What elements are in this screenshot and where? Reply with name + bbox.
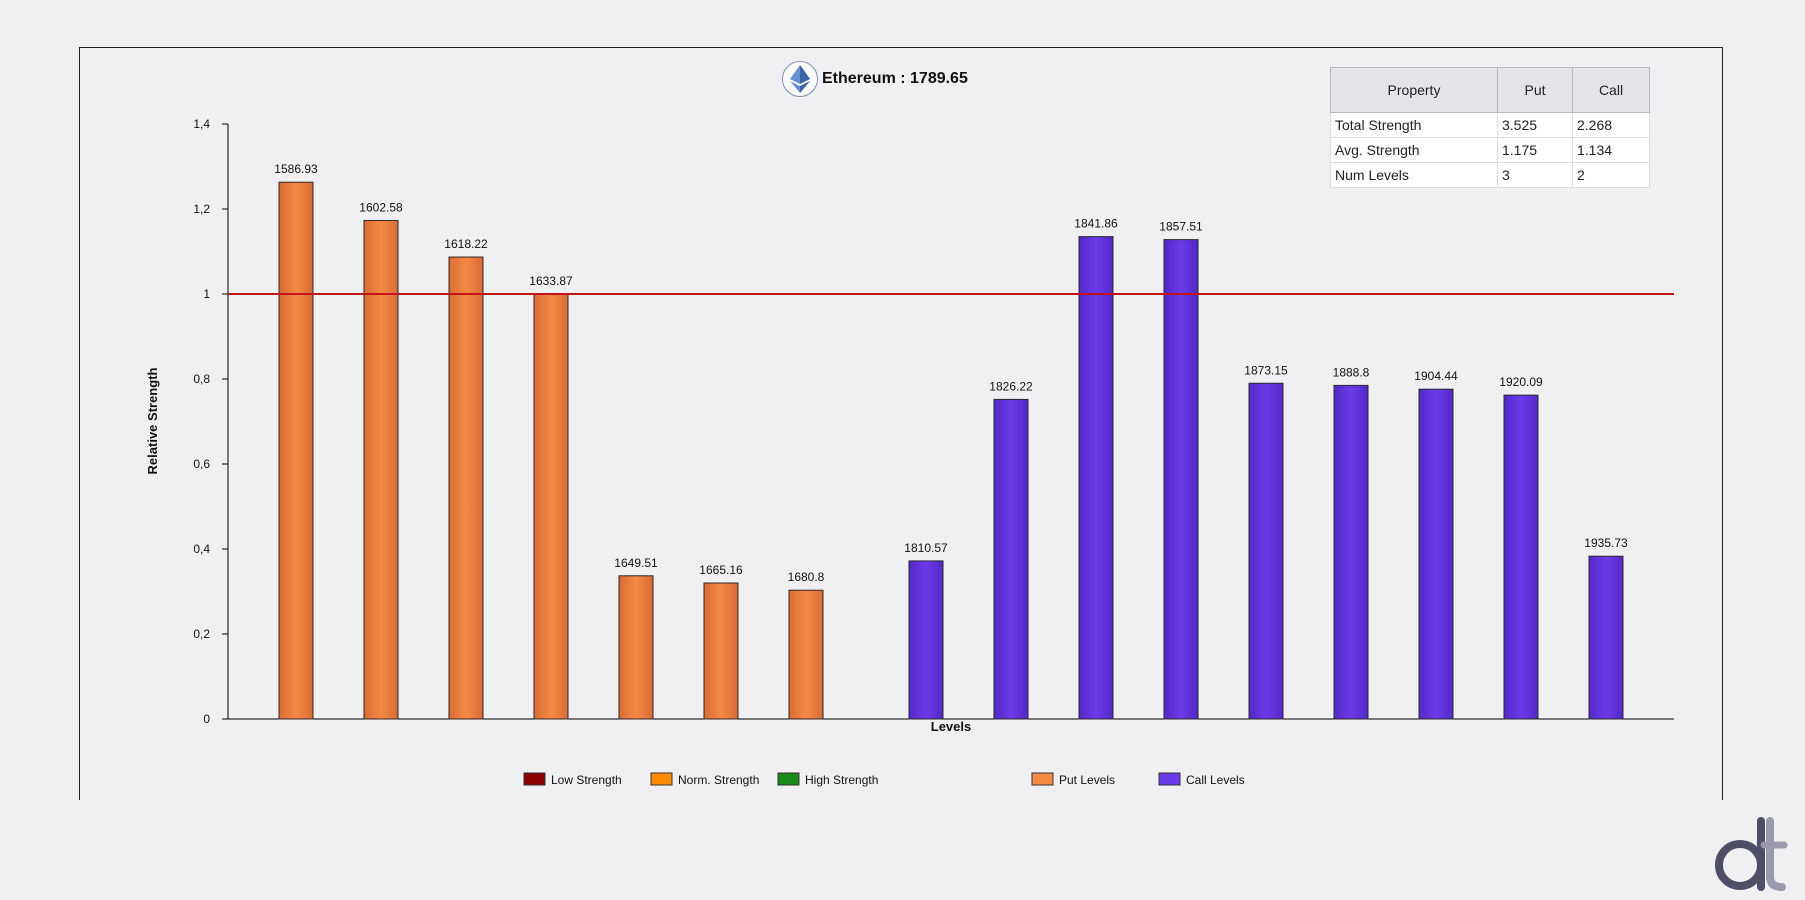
- call-bar: [1418, 388, 1454, 720]
- chart-panel: [79, 47, 1723, 800]
- legend-swatch: [777, 772, 800, 786]
- stats-cell: Total Strength: [1330, 112, 1498, 138]
- stats-cell: 2.268: [1572, 112, 1650, 138]
- chart-title-text: Ethereum : 1789.65: [822, 70, 968, 87]
- call-data-label: 1920.09: [1499, 375, 1543, 389]
- call-bar: [1588, 555, 1624, 720]
- y-tick-label: 0,4: [193, 542, 210, 556]
- put-data-label: 1649.51: [614, 556, 658, 570]
- y-tick-label: 0,6: [193, 457, 210, 471]
- call-bar: [1163, 239, 1199, 720]
- stats-cell: 3.525: [1497, 112, 1573, 138]
- table-row: Num Levels 3 2: [1330, 162, 1650, 188]
- put-data-label: 1680.8: [788, 570, 825, 584]
- legend-swatch: [523, 772, 546, 786]
- call-bar: [908, 560, 944, 720]
- table-row: Avg. Strength 1.175 1.134: [1330, 137, 1650, 163]
- dt-logo-icon: [1708, 815, 1788, 899]
- put-data-label: 1586.93: [274, 162, 318, 176]
- legend-label: Call Levels: [1186, 773, 1245, 787]
- stats-header-property: Property: [1330, 67, 1498, 113]
- put-bar: [788, 589, 824, 720]
- call-data-label: 1873.15: [1244, 363, 1288, 377]
- put-bar: [448, 256, 484, 720]
- y-tick-label: 0,2: [193, 627, 210, 641]
- call-data-label: 1857.51: [1159, 220, 1203, 234]
- put-bar: [703, 582, 739, 720]
- call-bar: [1333, 384, 1369, 720]
- legend-swatch: [1031, 772, 1054, 786]
- call-data-label: 1841.86: [1074, 217, 1118, 231]
- call-data-label: 1810.57: [904, 541, 948, 555]
- table-row: Total Strength 3.525 2.268: [1330, 112, 1650, 138]
- call-data-label: 1888.8: [1333, 365, 1370, 379]
- legend-swatch: [650, 772, 673, 786]
- stats-cell: Avg. Strength: [1330, 137, 1498, 163]
- stats-table-header-row: Property Put Call: [1330, 67, 1650, 113]
- call-data-label: 1904.44: [1414, 369, 1458, 383]
- y-tick-label: 0,8: [193, 372, 210, 386]
- legend-label: Low Strength: [551, 773, 622, 787]
- y-tick-label: 0: [203, 712, 210, 726]
- put-bar: [278, 181, 314, 720]
- call-bar: [993, 398, 1029, 720]
- put-data-label: 1618.22: [444, 237, 488, 251]
- ethereum-icon: [782, 61, 818, 97]
- chart-title: Ethereum : 1789.65: [782, 59, 968, 99]
- stats-header-call: Call: [1572, 67, 1650, 113]
- legend-swatch: [1158, 772, 1181, 786]
- call-data-label: 1826.22: [989, 379, 1033, 393]
- put-data-label: 1602.58: [359, 200, 403, 214]
- stats-header-put: Put: [1497, 67, 1573, 113]
- put-data-label: 1633.87: [529, 274, 573, 288]
- stats-cell: 1.175: [1497, 137, 1573, 163]
- legend-label: High Strength: [805, 773, 878, 787]
- stats-cell: 1.134: [1572, 137, 1650, 163]
- stats-table: Property Put Call Total Strength 3.525 2…: [1330, 67, 1650, 188]
- stats-cell: 3: [1497, 162, 1573, 188]
- call-bar: [1503, 394, 1539, 720]
- stats-cell: 2: [1572, 162, 1650, 188]
- legend-label: Put Levels: [1059, 773, 1115, 787]
- put-bar: [363, 219, 399, 720]
- call-bar: [1248, 382, 1284, 720]
- legend-label: Norm. Strength: [678, 773, 759, 787]
- put-data-label: 1665.16: [699, 563, 743, 577]
- put-bar: [618, 575, 654, 720]
- y-axis-title: Relative Strength: [145, 367, 160, 474]
- y-tick-label: 1,4: [193, 117, 210, 131]
- put-bar: [533, 293, 569, 720]
- y-tick-label: 1: [203, 287, 210, 301]
- y-tick-label: 1,2: [193, 202, 210, 216]
- x-axis-title: Levels: [931, 719, 971, 734]
- call-data-label: 1935.73: [1584, 536, 1628, 550]
- stats-cell: Num Levels: [1330, 162, 1498, 188]
- call-bar: [1078, 236, 1114, 720]
